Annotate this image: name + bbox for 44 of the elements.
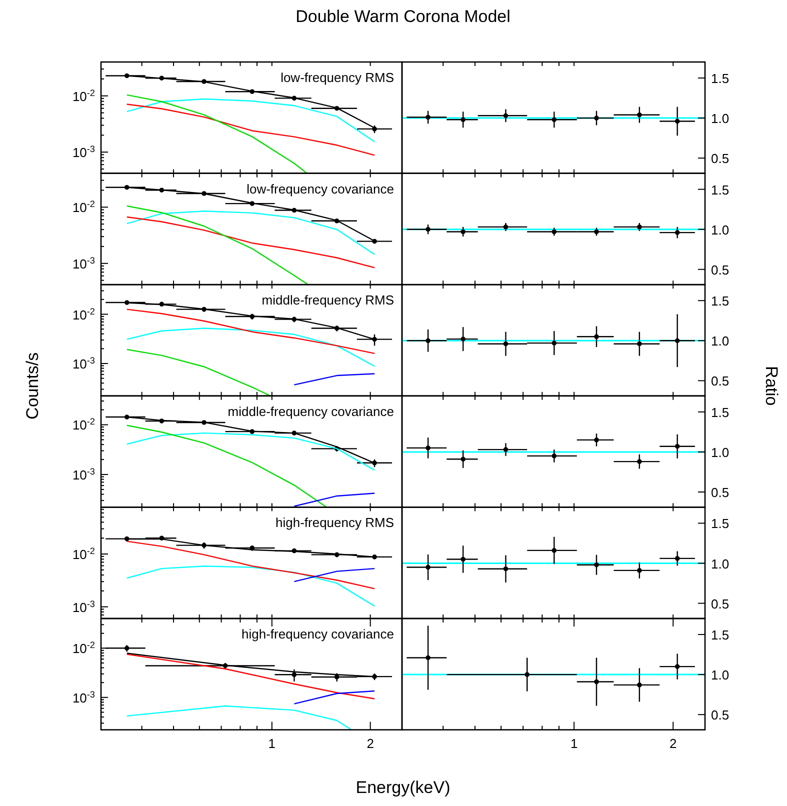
y-tick-label: 1.0 xyxy=(711,334,730,349)
annotation: middle-frequency covariance xyxy=(228,404,394,419)
y-tick-label: 10$^{-3}$ xyxy=(72,598,95,615)
y-axis-title: Counts/s xyxy=(23,352,42,420)
y-tick-label: 10$^{-2}$ xyxy=(72,546,95,562)
y-tick-label: 1.0 xyxy=(711,556,730,572)
y-tick-label: 0.5 xyxy=(711,708,730,723)
y-tick-label: 1.0 xyxy=(711,668,730,683)
y-tick-label: 0.5 xyxy=(711,484,730,500)
y-tick-label: 10$^{-2}$ xyxy=(72,88,95,104)
annotation: low-frequency RMS xyxy=(280,70,394,85)
y-axis-title: Ratio xyxy=(762,366,781,406)
y-tick-label: 10$^{-3}$ xyxy=(72,356,95,372)
y-tick-label: 1.0 xyxy=(711,222,730,238)
x-axis-title: Energy(keV) xyxy=(356,778,450,797)
chart-title: Double Warm Corona Model xyxy=(296,7,510,26)
y-tick-label: 10$^{-2}$ xyxy=(72,199,95,216)
y-tick-label: 1.0 xyxy=(711,111,730,126)
y-tick-label: 10$^{-3}$ xyxy=(72,466,95,482)
x-tick-label: 1 xyxy=(268,736,276,751)
y-tick-label: 10$^{-2}$ xyxy=(72,306,95,322)
y-tick-label: 1.5 xyxy=(711,294,730,309)
y-tick-label: 10$^{-3}$ xyxy=(72,144,95,160)
x-tick-label: 2 xyxy=(366,736,374,751)
y-tick-label: 10$^{-3}$ xyxy=(72,689,95,706)
y-tick-label: 1.5 xyxy=(711,516,730,532)
annotation: high-frequency covariance xyxy=(242,626,394,642)
y-tick-label: 0.5 xyxy=(711,374,730,389)
annotation: high-frequency RMS xyxy=(276,515,394,530)
x-tick-label: 1 xyxy=(570,736,578,751)
y-tick-label: 10$^{-3}$ xyxy=(72,255,95,272)
y-tick-label: 1.5 xyxy=(711,404,730,420)
y-tick-label: 1.5 xyxy=(711,182,730,198)
y-tick-label: 10$^{-2}$ xyxy=(72,640,95,656)
y-tick-label: 0.5 xyxy=(711,151,730,166)
annotation: middle-frequency RMS xyxy=(262,292,394,308)
y-tick-label: 1.5 xyxy=(711,628,730,643)
y-tick-label: 1.5 xyxy=(711,71,730,86)
y-tick-label: 1.0 xyxy=(711,444,730,460)
y-tick-label: 10$^{-2}$ xyxy=(72,416,95,433)
y-tick-label: 0.5 xyxy=(711,596,730,612)
annotation: low-frequency covariance xyxy=(246,181,394,196)
x-tick-label: 2 xyxy=(669,736,677,751)
y-tick-label: 0.5 xyxy=(711,262,730,278)
